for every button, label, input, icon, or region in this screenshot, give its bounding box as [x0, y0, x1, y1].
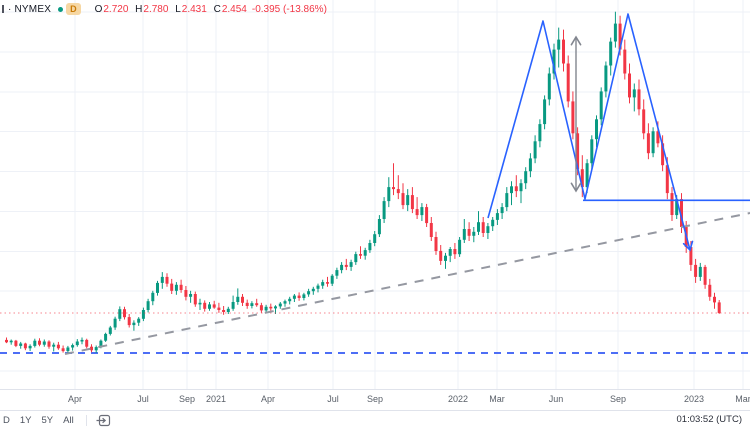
time-axis-label: 2022	[447, 394, 469, 404]
time-axis-label: Jul	[327, 394, 339, 404]
time-axis-label: Sep	[178, 394, 196, 404]
open-value: 2.720	[103, 3, 129, 15]
clock-utc[interactable]: 01:03:52 (UTC)	[676, 414, 742, 425]
time-axis-label: Mar	[735, 394, 750, 404]
time-axis-label: 2021	[205, 394, 227, 404]
interval-badge[interactable]: D	[66, 3, 81, 15]
high-value: 2.780	[143, 3, 169, 15]
candlestick-chart-canvas[interactable]	[0, 0, 750, 389]
market-status-dot-icon	[58, 6, 64, 12]
low-value: 2.431	[181, 3, 207, 15]
symbol-exchange-label[interactable]: · NYMEX	[8, 3, 52, 15]
range-1y-button[interactable]: 1Y	[19, 415, 32, 426]
low-label: L	[175, 3, 181, 15]
time-axis-label: Jul	[137, 394, 149, 404]
toolbar-divider	[85, 415, 87, 426]
clipped-symbol-fragment	[2, 5, 4, 13]
measure-arrow-drawing[interactable]	[570, 35, 582, 193]
time-axis-label: Jun	[548, 394, 564, 404]
go-to-date-icon[interactable]	[96, 414, 111, 427]
range-5y-button[interactable]: 5Y	[41, 415, 54, 426]
close-label: C	[213, 3, 221, 15]
candlesticks	[5, 11, 721, 354]
close-value: 2.454	[221, 3, 247, 15]
time-axis-label: Sep	[366, 394, 384, 404]
time-axis-label: Apr	[67, 394, 83, 404]
high-label: H	[135, 3, 143, 15]
ohlc-readout: O2.720 H2.780 L2.431 C2.454	[91, 4, 247, 15]
open-label: O	[94, 3, 103, 15]
time-axis-label: Sep	[609, 394, 627, 404]
chart-pane[interactable]: · NYMEX D O2.720 H2.780 L2.431 C2.454 -0…	[0, 0, 750, 389]
zigzag-trend-drawing[interactable]	[487, 13, 691, 251]
time-axis-label: Apr	[260, 394, 276, 404]
range-ytd-button[interactable]: D	[3, 415, 10, 426]
time-axis[interactable]: Apr Jul Sep 2021 Apr Jul Sep 2022 Mar Jun Sep 2023 M…	[0, 389, 750, 410]
grid-lines	[0, 0, 750, 389]
time-axis-label: Mar	[489, 394, 505, 404]
range-all-button[interactable]: All	[63, 415, 74, 426]
change-value: -0.395 (-13.86%)	[251, 3, 327, 15]
bottom-toolbar: D 1Y 5Y All 01:03:52 (UTC)	[0, 410, 750, 430]
time-axis-label: 2023	[683, 394, 705, 404]
trendline-dashed[interactable]	[64, 212, 750, 355]
symbol-legend: · NYMEX D O2.720 H2.780 L2.431 C2.454 -0…	[2, 3, 327, 15]
